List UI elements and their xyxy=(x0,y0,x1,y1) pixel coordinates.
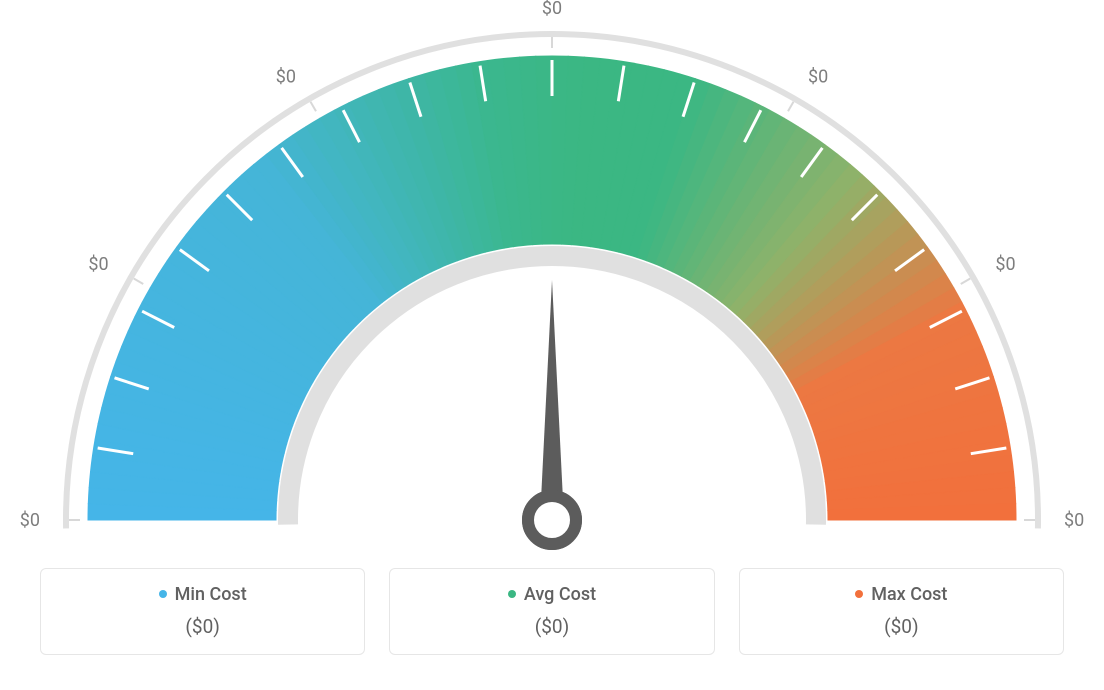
gauge-svg: $0 $0 $0 $0 $0 $0 $0 xyxy=(0,0,1104,560)
legend-label-avg-text: Avg Cost xyxy=(524,584,596,605)
legend-dot-max xyxy=(855,590,863,598)
svg-text:$0: $0 xyxy=(995,254,1015,275)
legend-card-min: Min Cost ($0) xyxy=(40,568,365,655)
legend-label-min: Min Cost xyxy=(159,584,247,605)
legend-card-avg: Avg Cost ($0) xyxy=(389,568,714,655)
svg-text:$0: $0 xyxy=(1064,510,1084,531)
legend-label-max-text: Max Cost xyxy=(871,584,947,605)
svg-text:$0: $0 xyxy=(542,0,562,19)
chart-container: $0 $0 $0 $0 $0 $0 $0 Min Cost ($0) Avg Cost ($… xyxy=(0,0,1104,690)
svg-text:$0: $0 xyxy=(20,510,40,531)
legend-row: Min Cost ($0) Avg Cost ($0) Max Cost ($0… xyxy=(0,568,1104,655)
legend-label-max: Max Cost xyxy=(855,584,947,605)
legend-dot-min xyxy=(159,590,167,598)
svg-text:$0: $0 xyxy=(88,254,108,275)
legend-dot-avg xyxy=(508,590,516,598)
legend-card-max: Max Cost ($0) xyxy=(739,568,1064,655)
legend-value-avg: ($0) xyxy=(400,615,703,638)
svg-text:$0: $0 xyxy=(276,67,296,88)
svg-text:$0: $0 xyxy=(808,67,828,88)
legend-label-avg: Avg Cost xyxy=(508,584,596,605)
legend-label-min-text: Min Cost xyxy=(175,584,247,605)
legend-value-min: ($0) xyxy=(51,615,354,638)
gauge-chart: $0 $0 $0 $0 $0 $0 $0 xyxy=(0,0,1104,560)
legend-value-max: ($0) xyxy=(750,615,1053,638)
